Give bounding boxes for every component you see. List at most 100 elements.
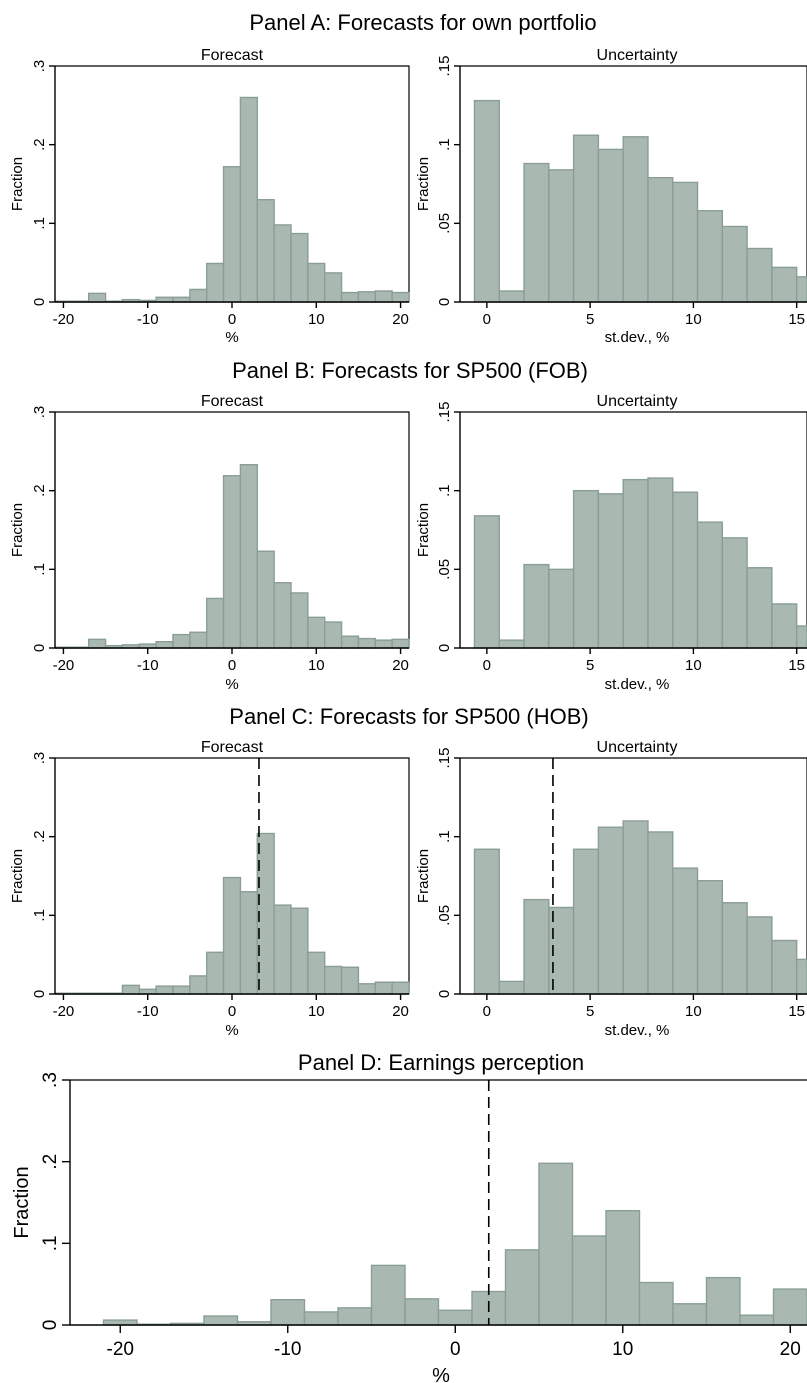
x-tick-label: 10: [685, 657, 702, 674]
histogram-bar: [256, 550, 275, 649]
histogram-bar: [290, 232, 309, 303]
histogram-bar: [138, 988, 157, 995]
x-tick-label: 10: [685, 1003, 702, 1020]
histogram-bar: [605, 1209, 641, 1326]
y-axis-label: Fraction: [11, 1166, 33, 1238]
y-tick-label: .15: [436, 402, 453, 423]
x-tick-label: -10: [137, 657, 159, 674]
histogram-bar: [273, 582, 292, 649]
histogram-bar: [696, 210, 724, 303]
y-tick-label: .2: [31, 830, 48, 843]
x-tick-label: 0: [483, 657, 491, 674]
y-axis-label: Fraction: [415, 157, 432, 211]
histogram-bar: [102, 1319, 138, 1326]
histogram-bar: [256, 832, 275, 995]
histogram-bar: [498, 639, 525, 649]
histogram-bar: [622, 136, 649, 303]
histogram-bar: [523, 162, 550, 303]
y-axis-label: Fraction: [9, 157, 26, 211]
histogram-bar: [222, 475, 242, 649]
subplot-title: Forecast: [201, 47, 264, 64]
histogram-bar: [370, 1264, 406, 1326]
histogram-bar: [721, 902, 748, 995]
histogram-bar: [572, 134, 600, 303]
histogram-bar: [340, 291, 360, 303]
histogram-bar: [239, 464, 258, 649]
x-tick-label: 15: [788, 1003, 805, 1020]
x-tick-label: 15: [788, 311, 805, 328]
x-axis-label: %: [432, 1365, 450, 1383]
x-axis-label: st.dev., %: [605, 676, 670, 693]
histogram-bar: [622, 820, 649, 995]
subplot-title: Uncertainty: [597, 739, 678, 756]
histogram-bar: [203, 1315, 239, 1326]
histogram-bar: [337, 1307, 373, 1326]
subplot-title: Uncertainty: [597, 393, 678, 410]
panel-b-title: Panel B: Forecasts for SP500 (FOB): [232, 358, 588, 383]
histogram-bar: [324, 621, 343, 649]
histogram-bar: [324, 272, 343, 303]
histogram-bar: [647, 831, 674, 995]
histogram-bar: [597, 148, 624, 303]
histogram-bar: [374, 981, 393, 995]
histogram-bar: [696, 521, 724, 649]
histogram-bar: [270, 1298, 306, 1326]
histogram-bar: [622, 478, 649, 649]
x-tick-label: 10: [308, 311, 325, 328]
y-tick-label: 0: [31, 644, 48, 652]
histogram-bar: [256, 199, 275, 303]
histogram-bar: [672, 1303, 708, 1326]
x-axis-label: st.dev., %: [605, 1022, 670, 1039]
histogram-bar: [721, 537, 748, 649]
charts-container: 0 .1 .2 .3 -20 -10 0 10 20 Forecast% Fraction 0 .05.…: [9, 47, 807, 1383]
x-axis-label: %: [225, 329, 238, 346]
histogram-bar: [391, 291, 410, 303]
histogram-bar: [672, 491, 699, 649]
histogram-bar: [739, 1314, 775, 1326]
histogram-bar: [189, 288, 208, 303]
y-tick-label: .3: [31, 406, 48, 419]
x-tick-label: 10: [685, 311, 702, 328]
plot-frame: [460, 65, 807, 302]
x-tick-label: 0: [450, 1339, 461, 1360]
x-tick-label: -20: [107, 1339, 134, 1360]
y-tick-label: .1: [436, 138, 453, 151]
x-tick-label: -20: [53, 657, 75, 674]
x-axis-label: st.dev., %: [605, 329, 670, 346]
histogram-bar: [324, 965, 343, 995]
plot-frame: [55, 65, 410, 302]
histogram-bar: [638, 1281, 674, 1326]
histogram-bar: [391, 638, 410, 649]
plot-frame: [55, 757, 410, 994]
y-tick-label: .3: [31, 60, 48, 73]
histogram-bar: [404, 1298, 440, 1326]
histogram-bar: [548, 169, 575, 303]
y-tick-label: .1: [31, 563, 48, 576]
histogram-bar: [437, 1309, 473, 1326]
x-tick-label: 0: [228, 311, 236, 328]
x-tick-label: 15: [788, 657, 805, 674]
x-tick-label: -20: [53, 311, 75, 328]
histogram-bar: [340, 966, 360, 995]
x-tick-label: 0: [483, 311, 491, 328]
x-tick-label: -10: [274, 1339, 301, 1360]
histogram-bar: [523, 563, 550, 649]
histogram-bar: [290, 592, 309, 649]
plot-frame: [460, 757, 807, 994]
y-tick-label: 0: [31, 298, 48, 306]
histogram-bar: [597, 493, 624, 649]
histogram-bar: [340, 635, 360, 649]
y-tick-label: 0: [31, 990, 48, 998]
histogram-bar: [498, 980, 525, 995]
y-tick-label: .2: [31, 138, 48, 151]
histogram-bar: [746, 247, 773, 303]
histogram-bar: [672, 867, 699, 995]
x-axis-label: %: [225, 1022, 238, 1039]
histogram-bar: [746, 916, 773, 995]
histogram-bar: [206, 262, 225, 303]
chart-1: 0 .1 .2 .3 -20 -10 0 10 20 Forecast% Fraction: [9, 47, 410, 346]
histogram-bar: [772, 1288, 807, 1326]
histogram-bar: [795, 958, 807, 995]
chart-2: 0 .05 .1 .15 0 5 10 15 Uncertainty st.dev., % Frac…: [415, 47, 807, 346]
